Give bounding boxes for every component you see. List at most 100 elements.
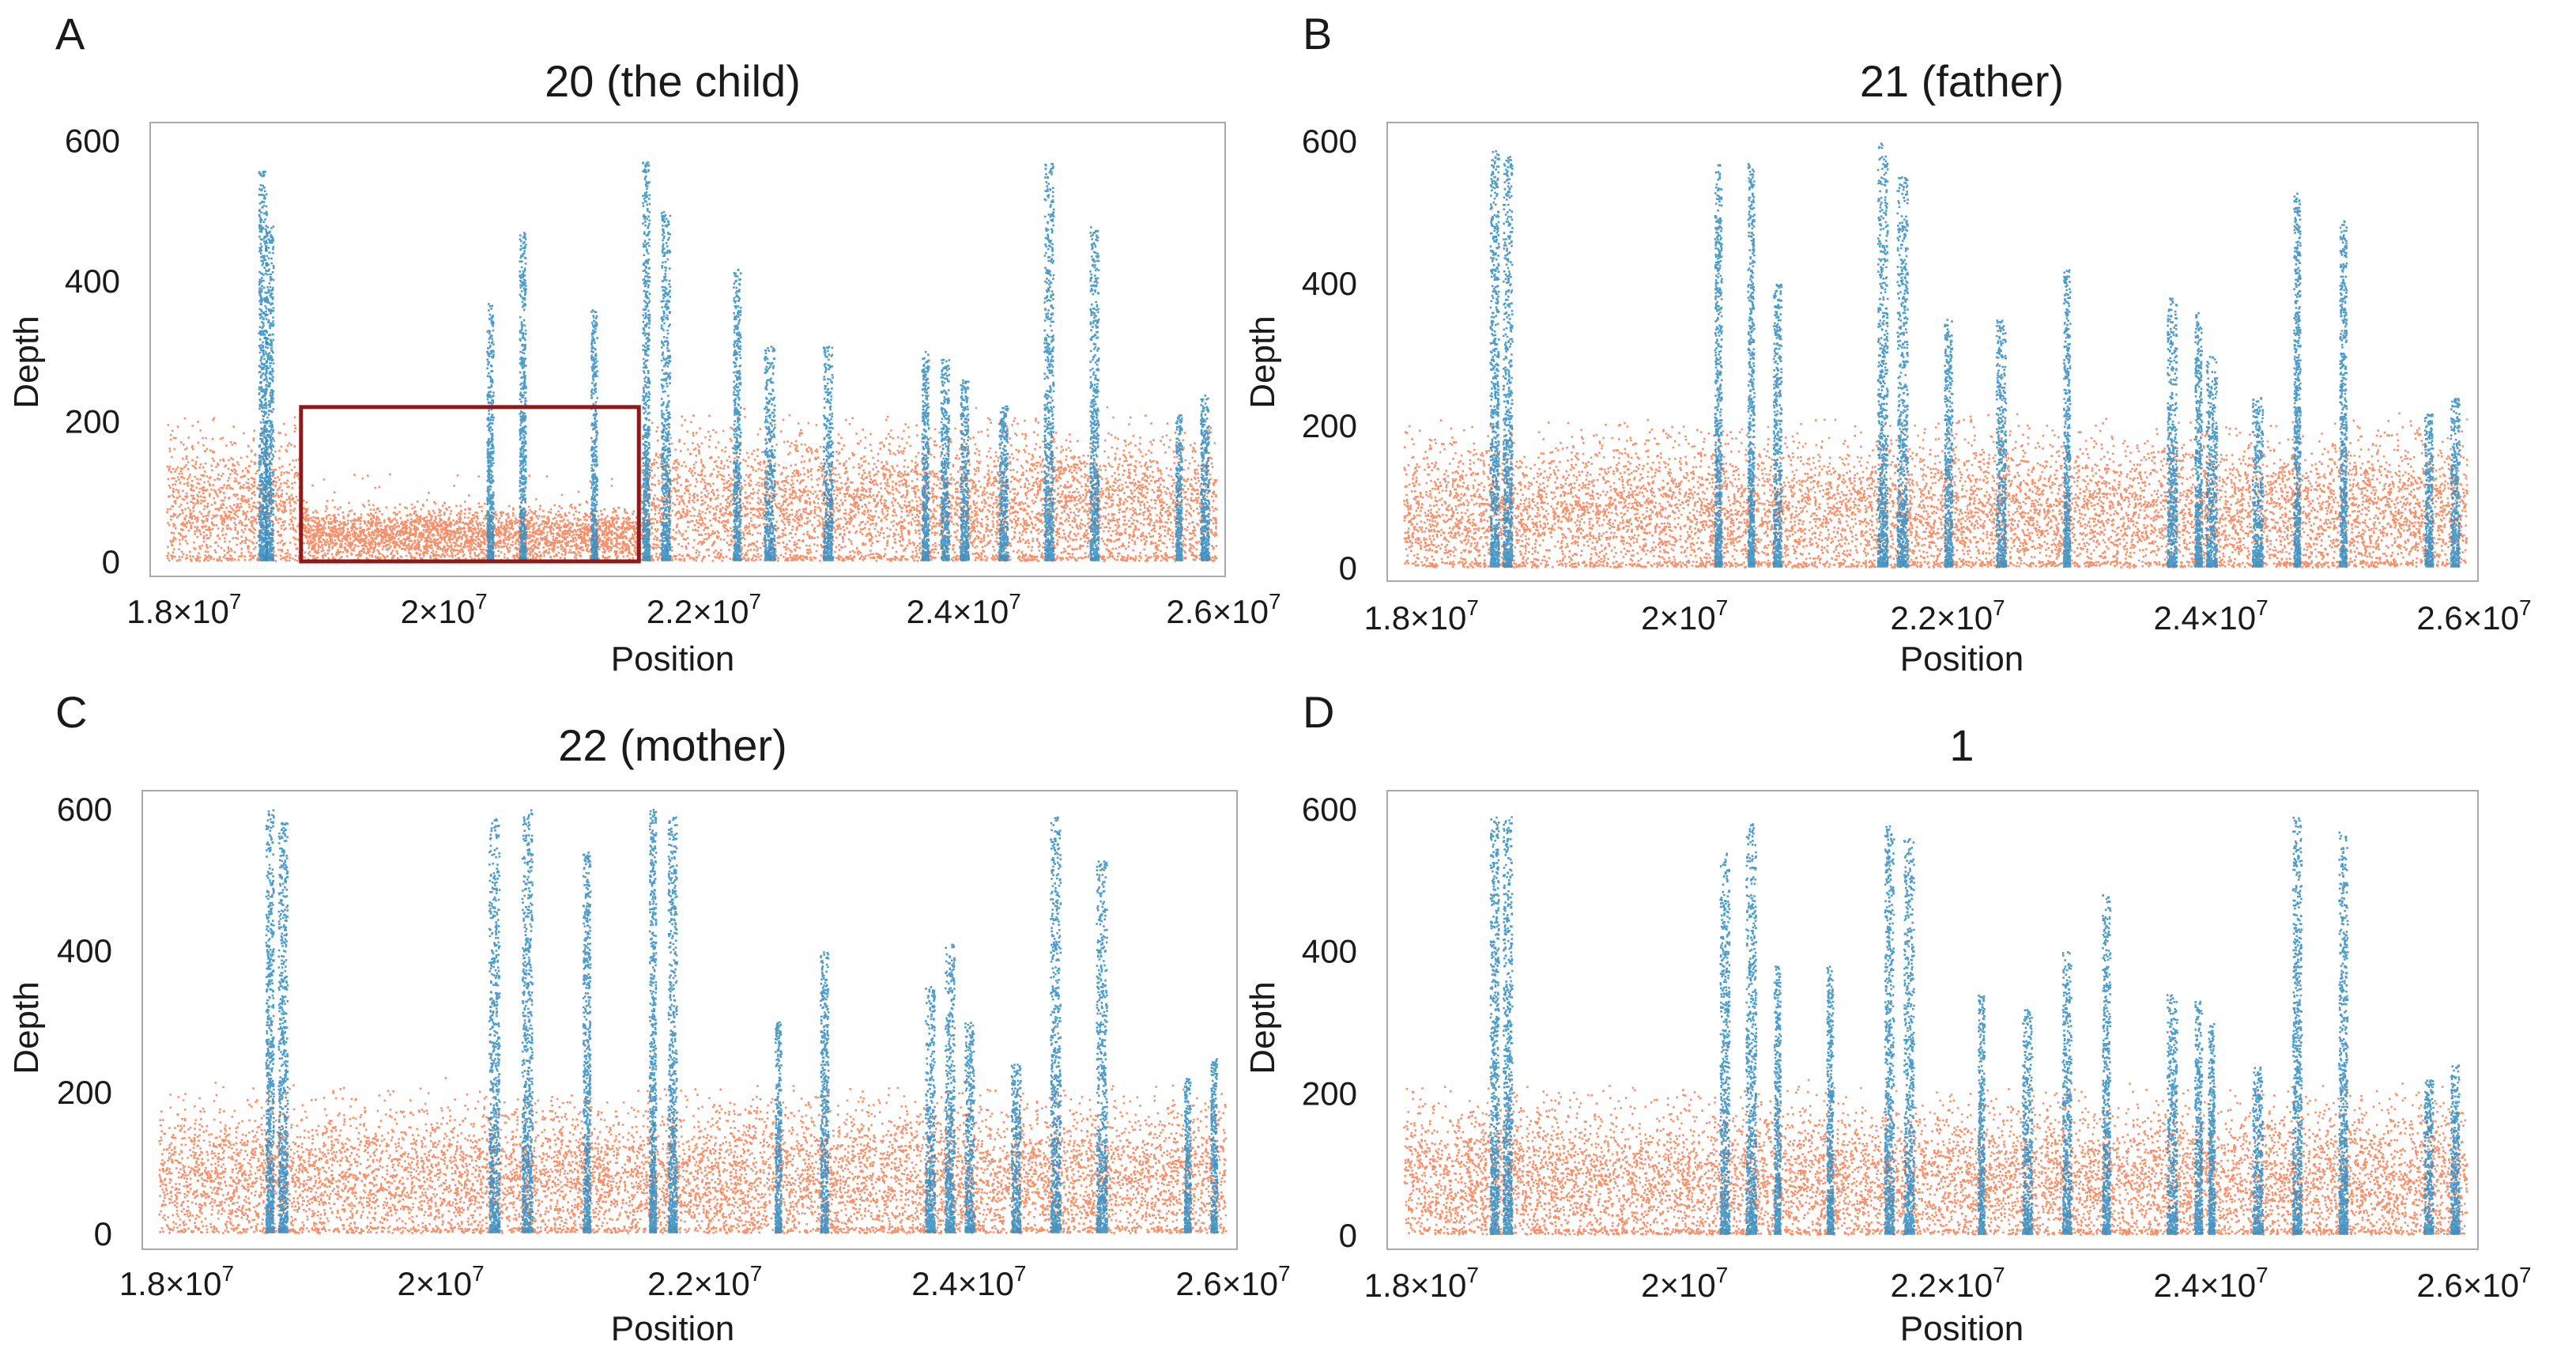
- peak-cluster: [1773, 965, 1782, 1235]
- y-ticks: 0 200 400 600: [1302, 123, 1357, 587]
- peak-cluster: [2423, 1079, 2435, 1235]
- peak-cluster: [1745, 823, 1758, 1235]
- plot-frame: [1386, 790, 2479, 1250]
- y-ticks: 0 200 400 600: [57, 791, 112, 1252]
- peak-cluster: [1944, 319, 1954, 568]
- peak-cluster: [2194, 1000, 2204, 1235]
- peak-cluster: [2339, 220, 2348, 568]
- peak-cluster: [2102, 893, 2112, 1235]
- x-tick-label: 1.8×107: [1364, 595, 1479, 636]
- x-tick-label: 2.6×107: [1175, 1261, 1290, 1302]
- y-tick-label: 0: [1339, 1217, 1357, 1254]
- peak-cluster: [1175, 414, 1183, 561]
- x-tick-label: 2.4×107: [2153, 1263, 2268, 1304]
- annotation-layer: [299, 405, 641, 564]
- peak-cluster: [488, 818, 501, 1233]
- peak-cluster: [2063, 269, 2072, 568]
- peak-cluster: [1903, 838, 1915, 1235]
- x-tick-label: 1.8×107: [119, 1261, 234, 1302]
- peak-cluster: [2208, 1023, 2216, 1235]
- peak-cluster: [1489, 150, 1500, 568]
- scatter-points: [1403, 816, 2469, 1236]
- peak-cluster: [1719, 852, 1731, 1235]
- x-tick-label: 1.8×107: [126, 589, 241, 630]
- peak-cluster: [764, 346, 776, 561]
- x-axis-label: Position: [1900, 640, 2024, 678]
- y-ticks: 0 200 400 600: [1302, 791, 1357, 1254]
- x-tick-label: 2.6×107: [2416, 595, 2531, 636]
- x-tick-label: 2×107: [1641, 595, 1728, 636]
- scatter-points: [158, 808, 1228, 1234]
- y-tick-label: 0: [94, 1215, 112, 1252]
- plot-frame: [141, 790, 1238, 1250]
- panel-letter: D: [1303, 687, 1334, 737]
- peak-cluster: [258, 170, 269, 561]
- peak-cluster: [642, 161, 651, 561]
- y-ticks: 0 200 400 600: [65, 123, 120, 580]
- peak-cluster: [1896, 176, 1910, 568]
- peak-cluster: [1995, 319, 2008, 568]
- peak-cluster: [1183, 1078, 1192, 1233]
- x-tick-label: 2.4×107: [911, 1261, 1026, 1302]
- x-tick-label: 2.6×107: [1166, 589, 1280, 630]
- x-tick-label: 2.4×107: [2153, 595, 2268, 636]
- peak-cluster: [265, 809, 275, 1233]
- panel-letter: B: [1303, 9, 1332, 59]
- peak-cluster: [1978, 994, 1986, 1235]
- peak-cluster: [2194, 312, 2204, 568]
- peak-cluster: [1043, 163, 1055, 561]
- peak-cluster: [590, 309, 598, 561]
- x-tick-label: 2.2×107: [647, 589, 761, 630]
- x-tick-label: 2×107: [401, 589, 488, 630]
- peak-cluster: [945, 943, 956, 1233]
- x-tick-label: 1.8×107: [1364, 1263, 1479, 1304]
- y-tick-label: 400: [65, 263, 120, 300]
- peak-cluster: [2423, 413, 2435, 568]
- y-tick-label: 200: [57, 1074, 112, 1111]
- peak-cluster: [277, 822, 289, 1233]
- peak-cluster: [2291, 817, 2303, 1235]
- background-depth-points: [166, 406, 1218, 562]
- y-tick-label: 200: [1302, 407, 1357, 444]
- y-tick-label: 400: [1302, 933, 1357, 970]
- panel-a: A 20 (the child) Depth Position 0 200 400 6…: [7, 9, 1281, 678]
- y-tick-label: 400: [1302, 265, 1357, 302]
- panel-letter: C: [55, 687, 87, 737]
- peak-cluster: [2450, 1064, 2461, 1235]
- chart-title: 20 (the child): [545, 56, 801, 106]
- peak-cluster: [519, 232, 527, 561]
- panel-d: D 1 Depth Position 0 200 400 600 1.8×107 2×1…: [1243, 687, 2532, 1348]
- peak-cluster: [486, 303, 495, 561]
- peak-cluster: [1876, 142, 1889, 568]
- panel-b: B 21 (father) Depth Position 0200400600 …: [1243, 9, 2532, 678]
- peak-cluster: [1210, 1058, 1219, 1233]
- peak-cluster: [648, 808, 658, 1233]
- peak-cluster: [521, 809, 534, 1233]
- peak-cluster: [1884, 825, 1895, 1235]
- y-tick-label: 600: [57, 791, 112, 828]
- peak-cluster: [1050, 816, 1062, 1233]
- panel-letter: A: [55, 9, 85, 59]
- peak-cluster: [964, 1022, 976, 1233]
- y-axis-label: Depth: [1243, 315, 1282, 408]
- peak-cluster: [2252, 1067, 2265, 1235]
- highlight-box: [299, 405, 641, 564]
- x-tick-label: 2×107: [397, 1261, 484, 1302]
- peak-cluster: [921, 351, 930, 561]
- peak-cluster: [2450, 398, 2461, 568]
- peak-cluster: [940, 358, 951, 561]
- x-tick-label: 2.2×107: [647, 1261, 762, 1302]
- x-tick-label: 2.2×107: [1891, 595, 2005, 636]
- peak-cluster: [1747, 163, 1756, 568]
- peak-cluster: [2166, 994, 2178, 1235]
- peak-cluster: [960, 379, 970, 561]
- y-tick-label: 200: [65, 403, 120, 440]
- peak-cluster: [2061, 951, 2072, 1235]
- peak-cluster: [998, 405, 1009, 561]
- x-ticks: 1.8×107 2×107 2.2×107 2.4×107 2.6×107: [1364, 595, 2532, 636]
- panel-c: C 22 (mother) Depth Position 0200400600 …: [7, 687, 1291, 1348]
- x-tick-label: 2×107: [1641, 1263, 1728, 1304]
- x-ticks: 1.8×107 2×107 2.2×107 2.4×107 2.6×107: [126, 589, 1280, 630]
- peak-cluster: [667, 816, 678, 1233]
- y-axis-label: Depth: [7, 315, 46, 408]
